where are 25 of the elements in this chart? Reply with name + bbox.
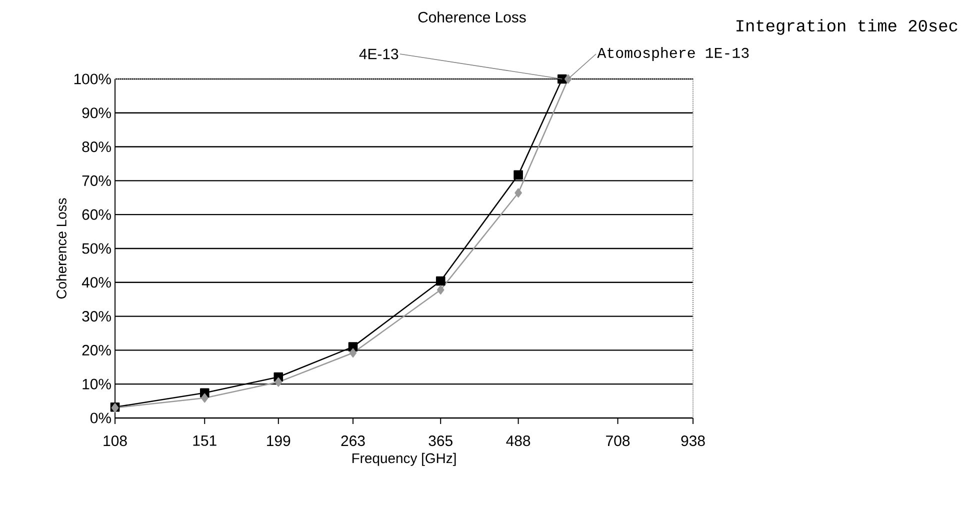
text: 4E-13 [359, 48, 398, 60]
y-tick-label: 30% [82, 310, 111, 322]
y-tick-label: 80% [82, 141, 111, 152]
x-axis-title: Frequency [GHz] [352, 452, 456, 466]
y-tick-label: 90% [82, 108, 111, 118]
y-tick-label: 10% [82, 378, 111, 390]
x-tick-label: 708 [606, 436, 630, 446]
y-tick-label: 40% [82, 277, 111, 288]
y-tick-label: 60% [82, 209, 111, 220]
x-tick-label: 199 [267, 436, 290, 446]
y-tick-label: 20% [82, 344, 111, 356]
y-tick-label: 50% [82, 243, 111, 254]
x-tick-label: 488 [506, 436, 530, 446]
text: Atomosphere 1E-13 [597, 47, 749, 61]
x-tick-label: 365 [428, 436, 452, 446]
y-tick-label: 100% [74, 74, 111, 84]
y-tick-label: 70% [82, 175, 111, 186]
text: Integration time 20sec [736, 19, 958, 35]
x-tick-label: 151 [193, 436, 216, 446]
y-axis-title: Coherence Loss [56, 198, 66, 299]
x-tick-label: 108 [104, 436, 127, 446]
x-tick-label: 263 [341, 436, 365, 446]
chart-title: Coherence Loss [418, 12, 526, 22]
y-tick-label: 0% [90, 412, 111, 424]
x-tick-label: 938 [681, 436, 705, 446]
